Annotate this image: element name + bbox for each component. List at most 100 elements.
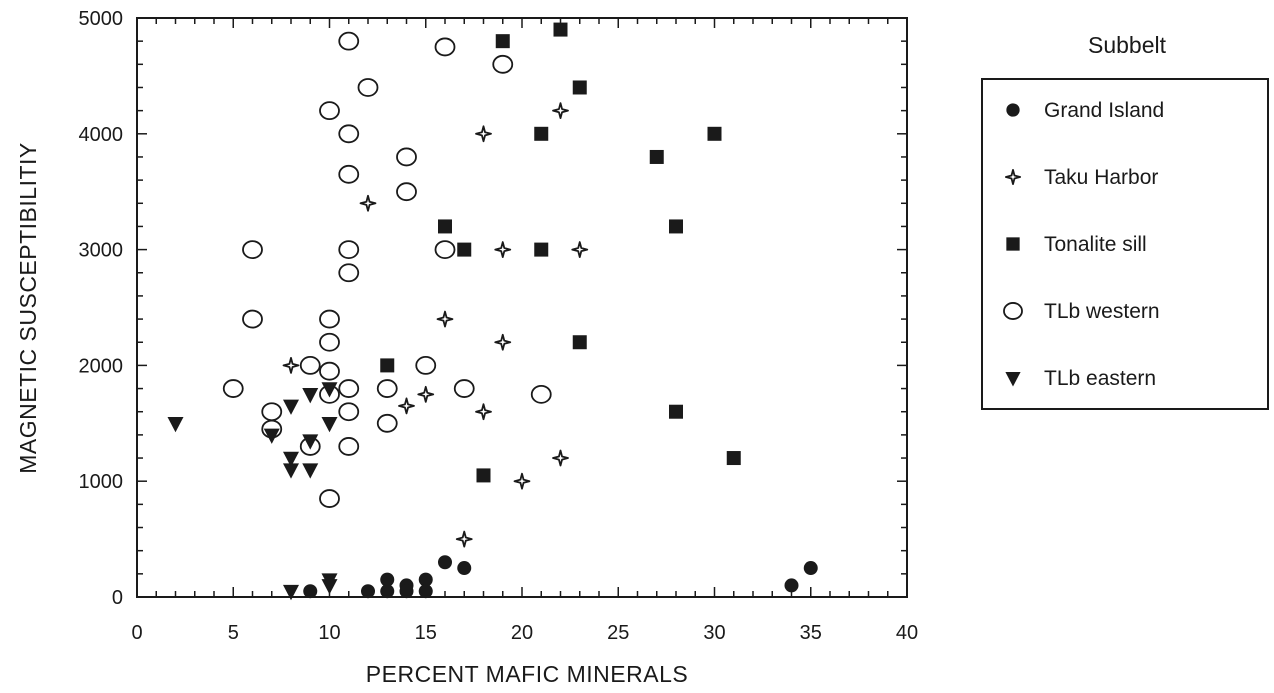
data-point [319,361,340,381]
data-point [282,356,300,374]
data-point [302,434,319,450]
data-point [707,126,722,141]
data-point [263,428,280,444]
data-point [457,242,472,257]
data-point [242,240,263,260]
x-tick-label: 0 [131,622,142,644]
data-point [398,397,415,415]
data-point [167,417,184,433]
data-point [530,384,552,404]
data-point [513,472,531,490]
data-point [338,240,360,260]
data-point [418,572,433,587]
data-point [321,417,338,433]
data-point [552,449,569,467]
data-point [376,379,398,398]
data-point [669,404,683,419]
data-point [649,149,664,164]
data-point [338,124,360,144]
data-point [242,309,263,329]
x-tick-label: 40 [896,622,918,644]
data-point [338,402,360,422]
x-tick-label: 30 [703,622,725,644]
data-point [572,335,587,350]
data-point [415,355,437,375]
data-point [303,584,318,599]
data-point [261,402,283,422]
x-tick-label: 10 [318,622,340,644]
data-point [376,413,398,433]
y-tick-label: 0 [112,587,123,609]
data-point [302,388,319,404]
series-1 [282,102,589,548]
y-axis-title: MAGNETIC SUSCEPTIBILITIY [15,142,41,474]
data-point [438,555,452,570]
data-point [338,164,360,184]
data-point [534,126,549,141]
data-point [222,379,244,398]
data-point [475,125,492,143]
data-point [784,578,799,593]
data-points [167,22,818,601]
y-tick-label: 3000 [79,240,124,262]
data-point [553,22,568,37]
x-tick-label: 5 [228,622,239,644]
data-point [476,468,491,483]
data-point [399,584,414,599]
data-point [357,78,379,97]
data-point [338,379,360,398]
data-point [453,379,475,398]
data-point [417,385,435,403]
data-point [380,584,395,599]
data-point [455,530,473,548]
legend-marker [1005,372,1021,387]
x-tick-label: 25 [607,622,629,644]
legend: Grand Island Taku Harbor Tonalite sill TLb … [981,78,1269,410]
plot-frame [136,17,908,598]
y-tick-label: 2000 [79,355,124,377]
data-point [434,37,456,57]
legend-marker [1004,168,1022,186]
data-point [396,147,417,167]
data-point [434,240,456,260]
data-point [302,463,319,479]
legend-marker [1003,302,1023,320]
legend-entry-label: TLb western [1044,300,1160,323]
legend-entry-label: TLb eastern [1044,367,1156,390]
data-point [726,451,741,466]
data-point [492,54,514,74]
legend-marker [1006,103,1020,117]
data-point [495,34,510,49]
data-point [338,437,360,456]
data-point [475,403,492,421]
data-point [396,182,417,202]
y-tick-label: 1000 [79,471,124,493]
legend-box [981,78,1269,410]
legend-entry-label: Tonalite sill [1044,233,1147,256]
data-point [319,332,340,352]
plot-area-border [136,17,908,598]
data-point [338,31,360,51]
data-point [319,101,340,121]
data-point [321,579,338,595]
x-axis: 0 5 10 15 20 25 30 35 40 [131,18,918,644]
series-2 [341,22,741,483]
data-point [380,572,395,587]
data-point [552,102,569,120]
data-point [321,382,338,398]
data-point [283,584,299,601]
data-point [418,584,433,599]
data-point [534,242,549,257]
data-point [803,561,818,576]
x-tick-label: 20 [511,622,533,644]
x-tick-label: 15 [415,622,437,644]
legend-entry-label: Grand Island [1044,99,1164,122]
data-point [494,241,512,259]
y-tick-label: 5000 [79,8,124,30]
legend-entry-label: Taku Harbor [1044,166,1158,189]
data-point [283,451,299,468]
data-point [319,489,340,508]
series-4 [167,382,338,601]
y-tick-label: 4000 [79,124,124,146]
y-axis: 0 1000 2000 3000 4000 5000 [79,8,907,609]
